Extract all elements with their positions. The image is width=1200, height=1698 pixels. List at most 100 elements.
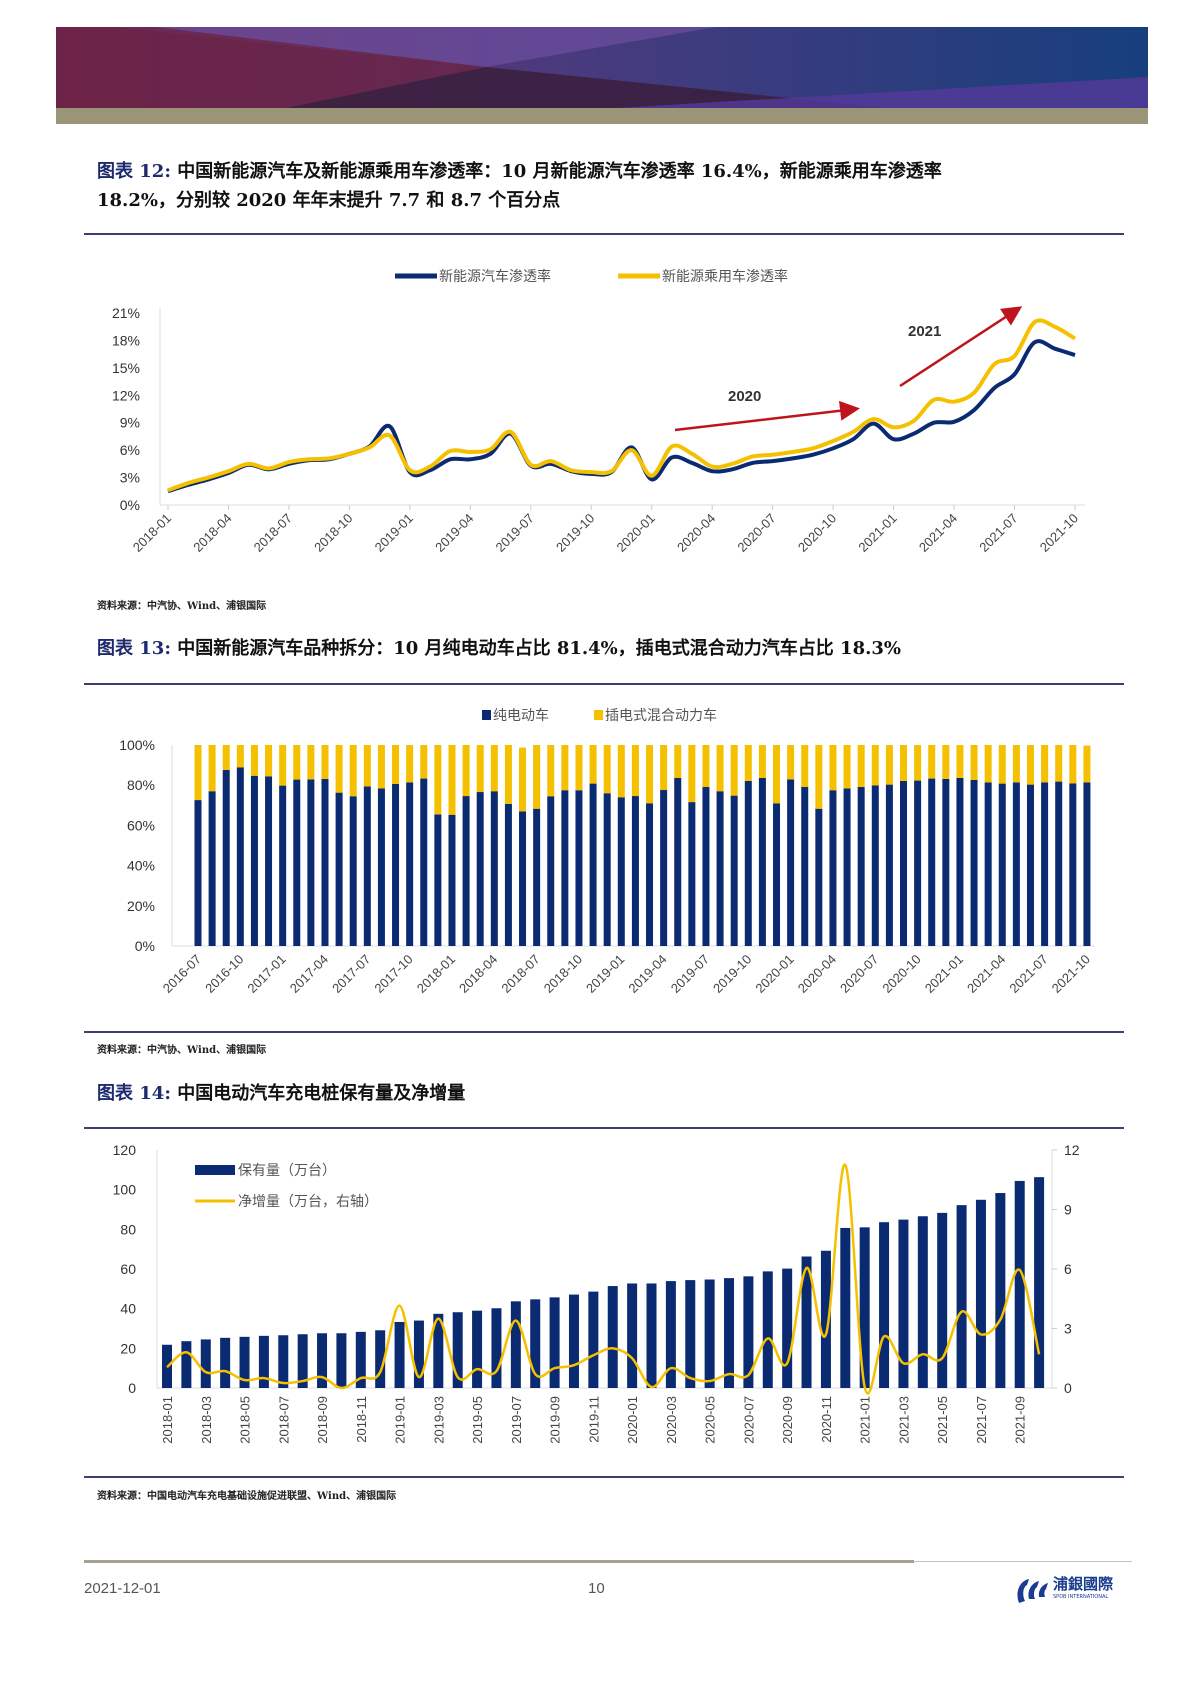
legend-stock-label: 保有量（万台） bbox=[238, 1162, 336, 1178]
bar-phev bbox=[547, 745, 555, 797]
bar-phev bbox=[1055, 745, 1063, 782]
x-tick-label: 2018-01 bbox=[414, 952, 458, 996]
bar-phev bbox=[561, 745, 569, 791]
bar-bev bbox=[801, 787, 809, 946]
bar-bev bbox=[702, 787, 710, 946]
bar-bev bbox=[758, 777, 766, 946]
bar-phev bbox=[843, 745, 851, 789]
bar-bev bbox=[617, 797, 625, 946]
bar-phev bbox=[744, 745, 752, 781]
y-tick-label: 40% bbox=[127, 858, 155, 874]
bar-phev bbox=[392, 745, 400, 784]
penetration-rate-line-chart: 0% 3% 6% 9% 12% 15% 18% 21% 2018-01 2018-04 2018-0… bbox=[112, 268, 1085, 555]
bar-bev bbox=[434, 814, 442, 946]
x-tick-label: 2019-01 bbox=[372, 511, 416, 555]
annotation-2021: 2021 bbox=[908, 323, 941, 340]
x-tick-label: 2019-01 bbox=[393, 1396, 408, 1444]
x-tick-label: 2017-01 bbox=[244, 952, 288, 996]
bar-phev bbox=[222, 745, 230, 770]
bar-bev bbox=[335, 792, 343, 946]
y-tick-label: 0 bbox=[128, 1380, 136, 1396]
y-tick-label: 15% bbox=[112, 360, 140, 376]
bar-stock bbox=[491, 1308, 502, 1388]
bar-bev bbox=[420, 778, 428, 946]
figure-14-bottom-rule bbox=[84, 1476, 1124, 1478]
footer-rule bbox=[84, 1560, 914, 1563]
x-tick-label: 2020-11 bbox=[819, 1396, 834, 1443]
bar-bev bbox=[843, 788, 851, 946]
bar-bev bbox=[1012, 782, 1020, 946]
figure-12-source: 资料来源：中汽协、Wind、浦银国际 bbox=[97, 601, 267, 612]
bar-stock bbox=[646, 1283, 657, 1388]
bar-stock bbox=[975, 1199, 986, 1388]
series-line-passenger-nev bbox=[167, 318, 1077, 493]
bar-bev bbox=[1083, 782, 1091, 946]
bar-bev bbox=[236, 767, 244, 946]
bar-stock bbox=[917, 1216, 928, 1388]
bar-phev bbox=[279, 745, 287, 786]
x-tick-label: 2019-11 bbox=[586, 1396, 601, 1443]
bar-phev bbox=[646, 745, 654, 804]
x-tick-label: 2020-04 bbox=[674, 511, 718, 555]
x-tick-label: 2020-10 bbox=[879, 952, 923, 996]
bar-stock bbox=[297, 1334, 308, 1388]
bar-stock bbox=[762, 1271, 773, 1388]
bar-stock bbox=[278, 1335, 289, 1388]
bar-stock bbox=[820, 1250, 831, 1388]
bar-phev bbox=[928, 745, 936, 779]
bar-bev bbox=[589, 783, 597, 946]
bar-bev bbox=[222, 769, 230, 946]
bar-phev bbox=[773, 745, 781, 804]
bar-stock bbox=[937, 1212, 948, 1388]
bar-stock bbox=[685, 1280, 696, 1388]
bar-bev bbox=[674, 777, 682, 946]
bar-phev bbox=[900, 745, 907, 781]
x-tick-label: 2018-04 bbox=[456, 952, 500, 996]
bar-bev bbox=[307, 779, 315, 946]
x-tick-label: 2019-04 bbox=[432, 511, 476, 555]
y2-tick-label: 0 bbox=[1064, 1380, 1072, 1396]
bar-stock bbox=[782, 1268, 793, 1388]
x-tick-label: 2018-01 bbox=[130, 511, 174, 555]
bar-phev bbox=[660, 745, 668, 791]
bar-bev bbox=[279, 785, 287, 946]
y-tick-label: 20 bbox=[120, 1340, 136, 1356]
bar-stock bbox=[801, 1256, 812, 1388]
legend-net-increase-label: 净增量（万台，右轴） bbox=[238, 1193, 378, 1209]
bar-phev bbox=[575, 745, 583, 791]
bar-bev bbox=[490, 791, 498, 946]
bar-bev bbox=[942, 778, 950, 946]
bar-bev bbox=[194, 800, 202, 946]
legend-bev-label: 纯电动车 bbox=[493, 707, 549, 723]
bar-phev bbox=[702, 745, 710, 788]
x-tick-label: 2018-05 bbox=[238, 1396, 253, 1444]
bar-bev bbox=[208, 791, 216, 946]
bar-stock bbox=[433, 1313, 444, 1388]
bar-stock bbox=[413, 1320, 424, 1388]
x-tick-label: 2021-07 bbox=[976, 511, 1020, 555]
bar-stock bbox=[859, 1227, 870, 1388]
bar-bev bbox=[265, 776, 273, 946]
bar-phev bbox=[674, 745, 682, 778]
x-tick-label: 2019-07 bbox=[493, 511, 537, 555]
x-tick-label: 2017-07 bbox=[329, 952, 373, 996]
figure-13-bottom-rule bbox=[84, 1031, 1124, 1033]
bar-stock bbox=[239, 1336, 250, 1388]
y-tick-label: 60% bbox=[127, 817, 155, 833]
logo-text: 浦銀國際 bbox=[1053, 1575, 1114, 1593]
y-tick-label: 120 bbox=[113, 1142, 137, 1158]
x-tick-label: 2021-05 bbox=[935, 1396, 950, 1444]
arrow-2021 bbox=[899, 306, 1023, 388]
bar-stock bbox=[530, 1299, 541, 1388]
bar-phev bbox=[321, 745, 329, 779]
x-tick-label: 2021-01 bbox=[922, 952, 966, 996]
y-tick-label: 100% bbox=[119, 737, 155, 753]
figure-12-title-line1: 中国新能源汽车及新能源乘用车渗透率：10 月新能源汽车渗透率 16.4%，新能源… bbox=[177, 161, 942, 182]
bar-phev bbox=[406, 745, 414, 783]
x-tick-label: 2021-04 bbox=[916, 511, 960, 555]
x-tick-label: 2019-10 bbox=[710, 952, 754, 996]
bar-phev bbox=[1069, 745, 1077, 784]
bar-phev bbox=[434, 745, 442, 815]
x-tick-label: 2018-11 bbox=[354, 1396, 369, 1443]
x-tick-label: 2020-01 bbox=[752, 952, 796, 996]
